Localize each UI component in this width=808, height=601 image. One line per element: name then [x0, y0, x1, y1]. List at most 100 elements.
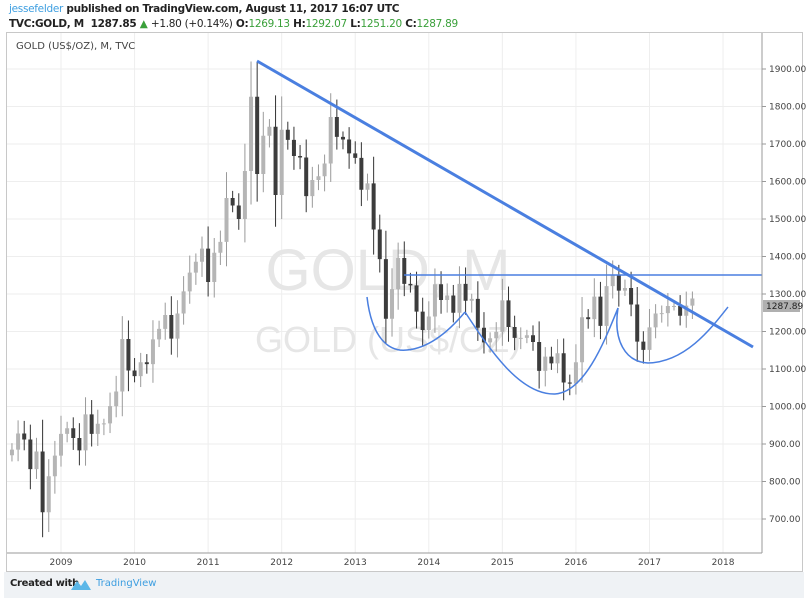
candle	[224, 172, 229, 267]
candle-body	[659, 313, 664, 315]
candle-body	[420, 311, 425, 330]
candle	[46, 459, 51, 533]
candle-body	[439, 284, 444, 300]
candle	[402, 241, 407, 297]
low-value: 1251.20	[360, 18, 403, 30]
candle	[347, 127, 352, 169]
candle-body	[665, 306, 670, 314]
candle	[34, 437, 39, 479]
candle	[77, 423, 82, 466]
candle-body	[59, 433, 63, 456]
candle	[291, 126, 296, 170]
candle	[359, 142, 364, 207]
last-price-tag	[763, 300, 800, 312]
y-tick-label: 1500.00	[769, 215, 806, 225]
candle-body	[322, 163, 327, 177]
candle	[242, 143, 247, 243]
candle	[236, 193, 241, 230]
right-cup-arc[interactable]	[616, 306, 729, 364]
candle	[512, 315, 517, 351]
candle	[304, 139, 309, 213]
candle	[353, 141, 358, 164]
x-tick-label: 2016	[564, 558, 587, 568]
candle-body	[555, 353, 560, 364]
candle-body	[426, 316, 431, 330]
candle	[163, 302, 168, 340]
candles	[9, 61, 695, 538]
price-axis[interactable]: 700.00 800.00 900.00 1000.00 1100.00 1200.00 1…	[762, 65, 806, 525]
candle-body	[46, 476, 51, 513]
candle-body	[580, 317, 585, 363]
ohlc-legend: TVC:GOLD, M 1287.85 ▲ +1.80 (+0.14%) O:1…	[9, 18, 458, 30]
candle-body	[359, 157, 364, 190]
candle	[426, 301, 431, 339]
candle-body	[273, 126, 278, 195]
candle-body	[193, 261, 198, 273]
candle-body	[629, 288, 634, 305]
candle	[71, 417, 76, 450]
candle	[604, 264, 609, 345]
candle	[144, 354, 149, 374]
candle	[481, 312, 486, 354]
candle-body	[218, 241, 223, 253]
candle-body	[432, 284, 437, 317]
x-tick-label: 2009	[50, 558, 73, 568]
candle	[28, 424, 33, 490]
candle-body	[285, 129, 290, 140]
middle-cup-arc[interactable]	[464, 307, 619, 395]
author-link[interactable]: jessefelder	[9, 3, 63, 15]
candle	[524, 329, 529, 344]
tradingview-logo-icon	[71, 580, 91, 590]
candle	[690, 291, 695, 320]
candle-body	[279, 129, 284, 195]
candle	[586, 309, 591, 329]
candle-body	[328, 117, 333, 164]
candle-body	[463, 283, 468, 301]
candle	[328, 93, 333, 182]
candle-body	[16, 433, 21, 450]
candle-body	[89, 414, 94, 434]
candle-body	[457, 283, 462, 313]
candle	[175, 300, 180, 358]
candle	[132, 358, 137, 383]
candle-body	[371, 183, 376, 230]
candle	[199, 236, 204, 277]
candle	[555, 339, 560, 374]
trendline[interactable]	[256, 59, 754, 349]
last-price-tag-label: 1287.89	[766, 302, 803, 312]
candle	[629, 271, 634, 317]
left-cup-arc[interactable]	[366, 296, 466, 351]
candle	[206, 226, 211, 297]
candle	[469, 293, 474, 313]
candle-body	[101, 423, 106, 425]
candle-body	[512, 327, 517, 338]
y-tick-label: 800.00	[769, 478, 801, 488]
candle	[432, 268, 437, 333]
candle	[83, 397, 88, 466]
candle-body	[169, 315, 174, 339]
change: +1.80 (+0.14%)	[150, 18, 233, 30]
candle-body	[157, 328, 162, 340]
candle-body	[622, 288, 627, 291]
candle	[285, 121, 290, 150]
candle	[279, 96, 284, 220]
candle-body	[212, 252, 217, 282]
candle	[390, 268, 395, 337]
candle	[114, 375, 119, 418]
candle-body	[181, 291, 186, 314]
y-tick-label: 1400.00	[769, 253, 806, 263]
y-tick-label: 1100.00	[769, 365, 806, 375]
time-axis[interactable]: 2009 2010 2011 2012 2013 2014 2015 2016 2017 2018	[50, 558, 735, 568]
candle-body	[573, 362, 578, 384]
candle-body	[475, 298, 480, 328]
candle-body	[224, 198, 229, 242]
candle	[377, 214, 382, 273]
tradingview-link[interactable]: TradingView	[96, 578, 157, 589]
candle	[659, 305, 664, 323]
candle-body	[108, 406, 113, 424]
candle	[52, 440, 57, 494]
candle	[420, 297, 425, 347]
candle-body	[163, 315, 168, 329]
footer: Created with TradingView	[4, 572, 804, 598]
